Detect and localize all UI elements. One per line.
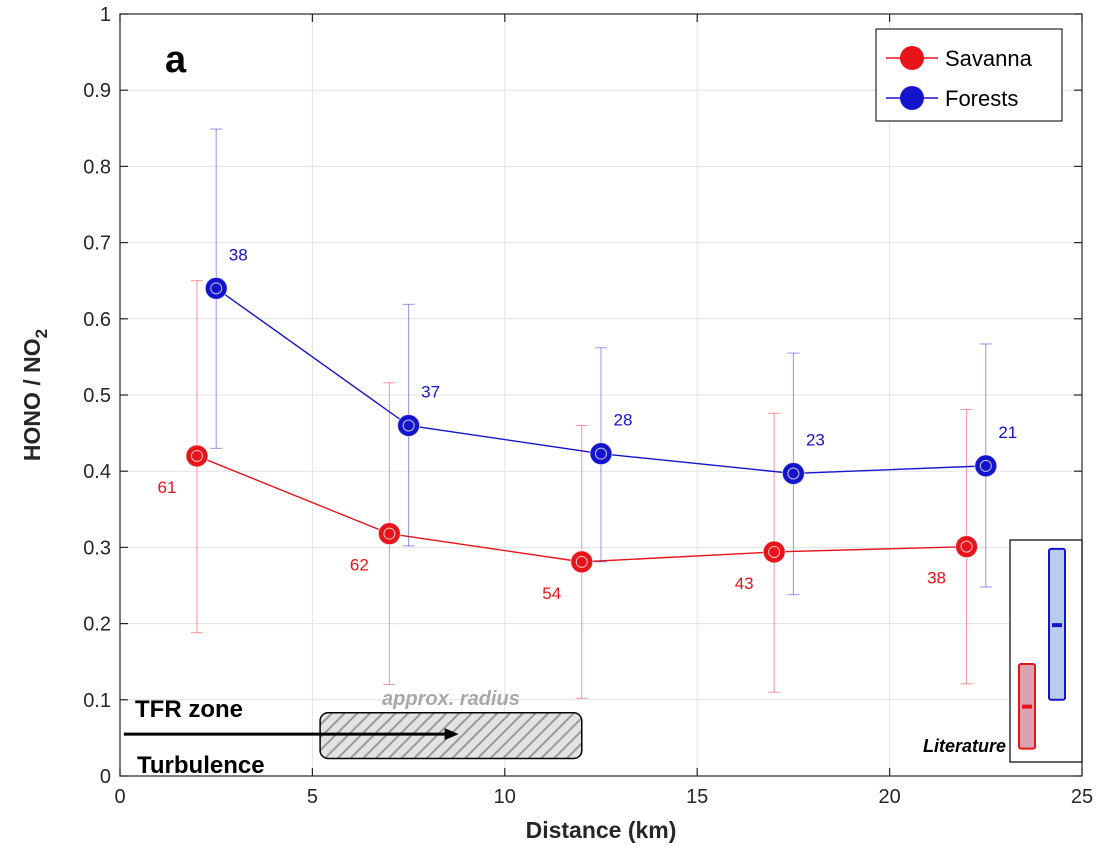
turbulence-label: Turbulence [137, 752, 265, 779]
data-point-inner [575, 555, 588, 568]
radius-label: approx. radius [382, 688, 520, 710]
sample-count-label: 28 [614, 411, 633, 430]
data-point [377, 522, 401, 546]
sample-count-label: 38 [927, 569, 946, 588]
data-point-inner [595, 447, 607, 460]
data-point-inner [383, 527, 396, 540]
svg-text:HONO / NO2: HONO / NO2 [19, 329, 51, 461]
y-tick-label: 0.1 [83, 690, 111, 712]
y-tick-label: 0.3 [83, 537, 111, 559]
y-axis-label-group: HONO / NO2 [19, 329, 51, 461]
data-point [955, 535, 979, 559]
legend-label-forests: Forests [945, 86, 1018, 111]
literature-bars [1018, 547, 1066, 750]
x-tick-label: 10 [494, 786, 516, 808]
data-point [589, 442, 613, 466]
data-point-inner [787, 467, 800, 480]
y-tick-label: 0.9 [83, 80, 111, 102]
literature-label: Literature [923, 736, 1006, 756]
y-tick-label: 0.8 [83, 156, 111, 178]
sample-count-label: 43 [735, 574, 754, 593]
series-savanna: 61 62 54 43 38 [157, 280, 979, 699]
x-axis-label: Distance (km) [526, 817, 677, 843]
y-tick-label: 0.2 [83, 614, 111, 636]
y-axis-label-subscript: 2 [32, 329, 51, 338]
data-point [204, 276, 228, 300]
y-tick-label: 0.7 [83, 233, 111, 255]
y-tick-label: 0.4 [83, 461, 111, 483]
series-forests: 38 37 28 23 21 [204, 128, 1017, 596]
y-tick-label: 0 [100, 766, 111, 788]
x-tick-label: 0 [114, 786, 125, 808]
legend-label-savanna: Savanna [945, 46, 1033, 71]
x-tick-label: 5 [307, 786, 318, 808]
legend-marker-forests [900, 86, 924, 110]
sample-count-label: 37 [421, 382, 440, 401]
annotations: approx. radius TFR zone Turbulence Liter… [123, 539, 1083, 779]
sample-count-label: 21 [998, 423, 1017, 442]
y-tick-label: 0.5 [83, 385, 111, 407]
sample-count-label: 23 [806, 430, 825, 449]
data-point [570, 550, 594, 574]
x-tick-label: 15 [686, 786, 708, 808]
data-point-inner [210, 282, 223, 295]
data-point [185, 444, 209, 468]
data-point-inner [768, 545, 781, 558]
grid [120, 14, 1082, 776]
axis-ticks: 0 5 10 15 20 25 0 0.1 0.2 0.3 0.4 0.5 0.6 0.7 0.8 0.9 1 [83, 4, 1093, 808]
y-axis-label: HONO / NO [19, 338, 45, 461]
data-point [397, 413, 421, 437]
turbulence-arrow-head [444, 728, 459, 741]
data-point-inner [402, 419, 415, 432]
x-tick-label: 25 [1071, 786, 1093, 808]
sample-count-label: 61 [157, 478, 176, 497]
sample-count-label: 38 [229, 245, 248, 264]
y-tick-label: 1 [100, 4, 111, 26]
tfr-zone-label: TFR zone [135, 696, 243, 723]
legend: Savanna Forests [875, 28, 1063, 122]
data-point-inner [960, 540, 973, 553]
data-point-inner [979, 459, 992, 472]
sample-count-label: 54 [542, 584, 561, 603]
data-point-inner [190, 449, 203, 462]
y-tick-label: 0.6 [83, 309, 111, 331]
series-layer: 61 62 54 43 38 38 37 28 23 21 [157, 128, 1017, 699]
sample-count-label: 62 [350, 556, 369, 575]
data-point [974, 454, 998, 478]
data-point [762, 540, 786, 564]
data-point [781, 461, 805, 485]
legend-marker-savanna [900, 46, 924, 70]
panel-label: a [165, 39, 187, 81]
x-tick-label: 20 [878, 786, 900, 808]
